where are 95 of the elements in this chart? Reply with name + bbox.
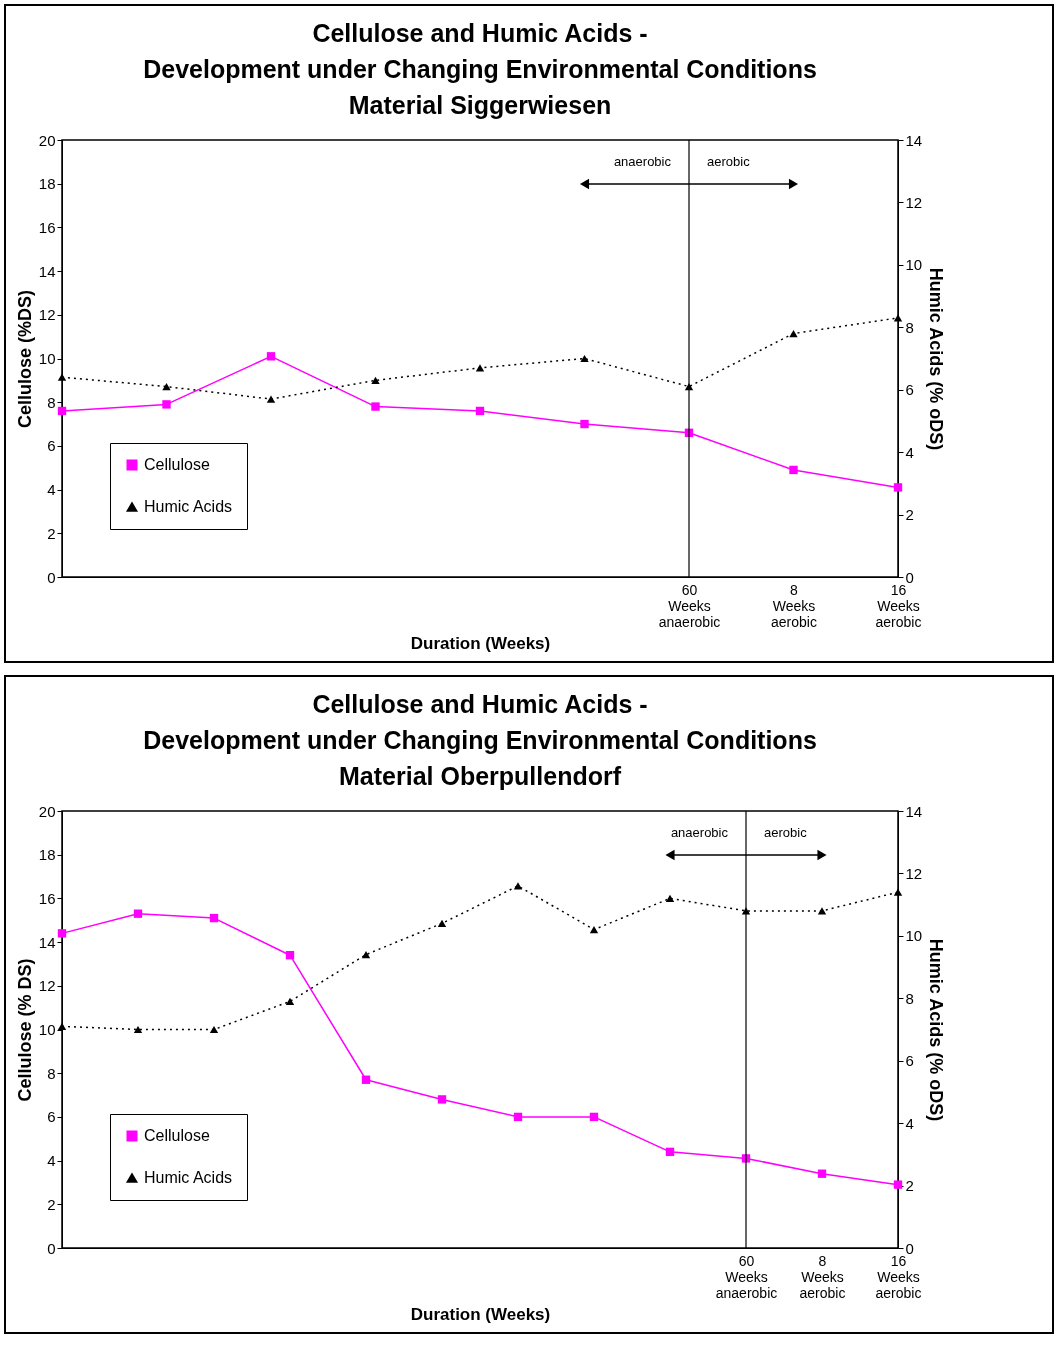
y-tick-label: 20 (38, 802, 56, 820)
point (162, 400, 171, 409)
y-tick-label: 10 (38, 1021, 56, 1038)
y2-axis-title: Humic Acids (% oDS) (926, 938, 947, 1122)
y2-tick-label: 2 (905, 506, 914, 524)
point (266, 352, 276, 361)
point (57, 1022, 67, 1030)
point (133, 909, 143, 918)
x-axis-title: Duration (Weeks) (410, 1304, 551, 1324)
x-tick-label: 8 Weeks aerobic (771, 581, 817, 630)
point (893, 1180, 903, 1189)
x-tick-label: 8 Weeks aerobic (799, 1252, 846, 1301)
y2-tick-label: 6 (905, 1052, 914, 1070)
point (665, 1147, 675, 1157)
y-tick-label: 0 (47, 568, 56, 586)
point (789, 465, 798, 475)
annotation: anaerobic (613, 154, 672, 169)
y2-tick-label: 2 (905, 1177, 914, 1195)
y-tick-label: 12 (38, 977, 56, 995)
point (361, 1075, 371, 1084)
y-tick-label: 14 (38, 933, 56, 951)
point (209, 1025, 219, 1034)
y-tick-label: 2 (47, 524, 56, 542)
x-tick-label: 60 Weeks anaerobic (658, 581, 721, 630)
y-tick-label: 18 (38, 175, 56, 193)
point (893, 888, 903, 896)
chart-title: Cellulose and Humic Acids - Development under Changing Environmental Conditions Material Siggerwiesen (143, 19, 817, 119)
y-axis-title: Cellulose (%DS) (14, 289, 35, 429)
legend-label: Humic Acids (144, 498, 233, 515)
point (361, 950, 371, 959)
point (513, 882, 523, 890)
point (580, 354, 589, 363)
y2-tick-label: 14 (905, 802, 923, 820)
point (580, 419, 589, 429)
y-tick-label: 0 (47, 1239, 56, 1257)
point (589, 925, 599, 934)
point (57, 373, 67, 381)
annotation: aerobic (707, 154, 751, 169)
point (893, 314, 903, 322)
point (285, 951, 295, 960)
y-tick-label: 4 (47, 1152, 56, 1170)
y2-tick-label: 8 (905, 989, 914, 1007)
y2-tick-label: 12 (905, 193, 923, 211)
point (437, 919, 447, 927)
point (817, 1169, 827, 1178)
y-tick-label: 6 (47, 437, 56, 455)
y-tick-label: 16 (38, 218, 56, 236)
y-tick-label: 10 (38, 350, 56, 367)
point (57, 929, 67, 938)
y2-axis-title: Humic Acids (% oDS) (926, 267, 947, 451)
x-tick-label: 60 Weeks anaerobic (715, 1252, 778, 1301)
y2-tick-label: 12 (905, 864, 923, 882)
point (437, 1095, 447, 1104)
y2-tick-label: 8 (905, 318, 914, 336)
point (371, 376, 380, 384)
point (133, 1025, 143, 1034)
point (162, 382, 171, 391)
legend-label: Cellulose (144, 1127, 210, 1144)
point (266, 395, 276, 403)
point (513, 1112, 523, 1122)
point (285, 997, 295, 1006)
y2-tick-label: 0 (905, 1239, 914, 1257)
y-tick-label: 8 (47, 1064, 56, 1082)
chart-title: Cellulose and Humic Acids - Development under Changing Environmental Conditions Material Oberpullendorf (143, 690, 817, 790)
y-tick-label: 14 (38, 262, 56, 280)
legend-label: Humic Acids (144, 1169, 233, 1186)
x-axis-title: Duration (Weeks) (410, 633, 551, 653)
point (893, 483, 903, 492)
y-tick-label: 16 (38, 889, 56, 907)
annotation: anaerobic (670, 825, 729, 840)
annotation: aerobic (764, 825, 808, 840)
point (789, 329, 798, 338)
point (371, 402, 380, 411)
y2-tick-label: 4 (905, 443, 914, 461)
y2-tick-label: 14 (905, 131, 923, 149)
y2-tick-label: 10 (905, 927, 923, 945)
y2-tick-label: 4 (905, 1114, 914, 1132)
y-tick-label: 8 (47, 393, 56, 411)
y-tick-label: 2 (47, 1195, 56, 1213)
y2-tick-label: 6 (905, 381, 914, 399)
point (665, 894, 675, 903)
point (817, 907, 827, 915)
y-tick-label: 20 (38, 131, 56, 149)
y-tick-label: 4 (47, 481, 56, 499)
legend-label: Cellulose (144, 456, 210, 473)
y2-tick-label: 10 (905, 256, 923, 274)
point (209, 913, 219, 923)
y-tick-label: 6 (47, 1108, 56, 1126)
y-tick-label: 18 (38, 846, 56, 864)
y-axis-title: Cellulose (% DS) (14, 958, 35, 1102)
y-tick-label: 12 (38, 306, 56, 324)
point (57, 406, 67, 416)
point (589, 1112, 599, 1122)
point (475, 406, 485, 416)
y2-tick-label: 0 (905, 568, 914, 586)
